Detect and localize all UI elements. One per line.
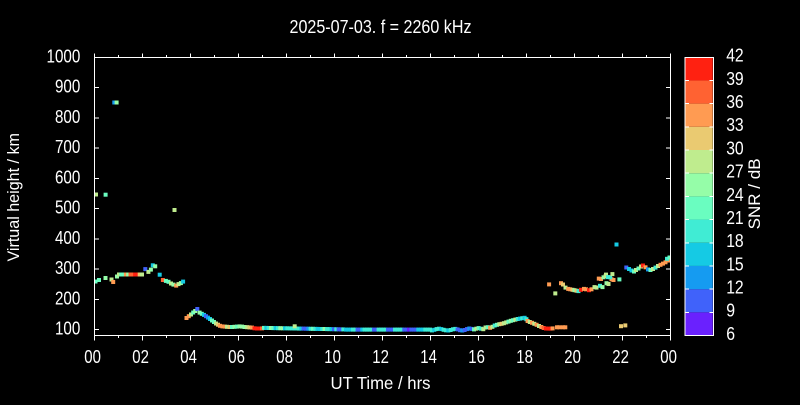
svg-text:700: 700 (55, 137, 80, 157)
svg-text:6: 6 (726, 324, 735, 344)
svg-text:12: 12 (726, 278, 744, 298)
svg-text:100: 100 (55, 319, 80, 339)
svg-text:02: 02 (132, 347, 149, 367)
svg-text:200: 200 (55, 288, 80, 308)
svg-text:800: 800 (55, 107, 80, 127)
svg-text:500: 500 (55, 198, 80, 218)
svg-text:SNR / dB: SNR / dB (746, 158, 764, 229)
svg-text:36: 36 (726, 92, 744, 112)
svg-text:UT Time / hrs: UT Time / hrs (331, 373, 431, 393)
svg-text:16: 16 (468, 347, 485, 367)
svg-text:21: 21 (726, 208, 744, 228)
svg-text:400: 400 (55, 228, 80, 248)
svg-text:27: 27 (726, 162, 744, 182)
svg-text:24: 24 (726, 185, 744, 205)
svg-text:00: 00 (660, 347, 677, 367)
svg-text:300: 300 (55, 258, 80, 278)
svg-text:2025-07-03. f = 2260 kHz: 2025-07-03. f = 2260 kHz (290, 17, 472, 37)
svg-text:39: 39 (726, 69, 744, 89)
svg-text:1000: 1000 (47, 46, 81, 66)
svg-text:12: 12 (372, 347, 389, 367)
svg-text:Virtual height / km: Virtual height / km (4, 133, 23, 261)
svg-text:9: 9 (726, 301, 735, 321)
svg-text:900: 900 (55, 77, 80, 97)
svg-text:18: 18 (726, 231, 744, 251)
svg-text:33: 33 (726, 115, 744, 135)
svg-text:42: 42 (726, 46, 744, 66)
svg-text:06: 06 (228, 347, 245, 367)
svg-text:04: 04 (180, 347, 197, 367)
svg-text:10: 10 (324, 347, 341, 367)
svg-text:18: 18 (516, 347, 533, 367)
svg-text:30: 30 (726, 138, 744, 158)
svg-text:14: 14 (420, 347, 437, 367)
svg-text:20: 20 (564, 347, 581, 367)
svg-text:00: 00 (84, 347, 101, 367)
svg-text:08: 08 (276, 347, 293, 367)
svg-text:600: 600 (55, 167, 80, 187)
svg-text:22: 22 (612, 347, 629, 367)
svg-text:15: 15 (726, 254, 744, 274)
